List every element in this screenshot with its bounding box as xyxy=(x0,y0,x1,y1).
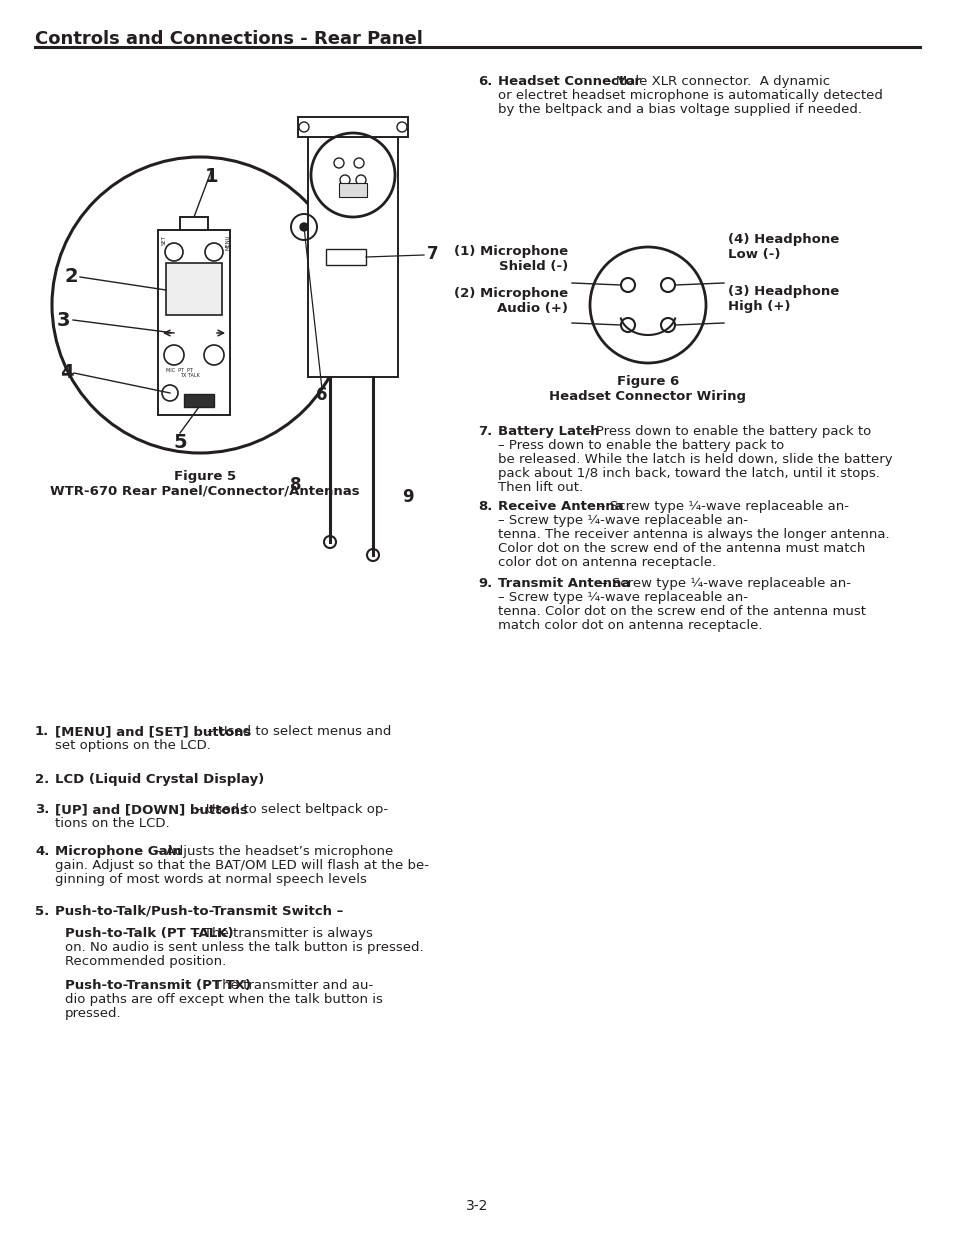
Text: LCD (Liquid Crystal Display): LCD (Liquid Crystal Display) xyxy=(55,773,264,785)
Text: Microphone Gain: Microphone Gain xyxy=(55,845,181,858)
Text: tions on the LCD.: tions on the LCD. xyxy=(55,818,170,830)
FancyBboxPatch shape xyxy=(297,117,408,137)
Text: or electret headset microphone is automatically detected: or electret headset microphone is automa… xyxy=(497,89,882,103)
Text: 6.: 6. xyxy=(477,75,492,88)
Text: 3.: 3. xyxy=(35,803,50,816)
Text: 6: 6 xyxy=(315,387,328,404)
Text: 5: 5 xyxy=(173,433,187,452)
Text: gain. Adjust so that the BAT/OM LED will flash at the be-: gain. Adjust so that the BAT/OM LED will… xyxy=(55,860,429,872)
Text: 4.: 4. xyxy=(35,845,50,858)
Text: tenna. The receiver antenna is always the longer antenna.: tenna. The receiver antenna is always th… xyxy=(497,529,889,541)
Text: (2) Microphone
Audio (+): (2) Microphone Audio (+) xyxy=(454,287,567,315)
Text: pack about 1/8 inch back, toward the latch, until it stops.: pack about 1/8 inch back, toward the lat… xyxy=(497,467,879,480)
Text: [MENU] and [SET] buttons: [MENU] and [SET] buttons xyxy=(55,725,251,739)
Text: – The transmitter is always: – The transmitter is always xyxy=(193,927,373,940)
Text: (4) Headphone
Low (-): (4) Headphone Low (-) xyxy=(727,233,839,261)
Text: Headset Connector Wiring: Headset Connector Wiring xyxy=(549,390,745,403)
Text: – Screw type ¼-wave replaceable an-: – Screw type ¼-wave replaceable an- xyxy=(497,592,747,604)
Text: Transmit Antenna: Transmit Antenna xyxy=(497,577,630,590)
Text: on. No audio is sent unless the talk button is pressed.: on. No audio is sent unless the talk but… xyxy=(65,941,423,953)
Text: – Screw type ¼-wave replaceable an-: – Screw type ¼-wave replaceable an- xyxy=(598,500,848,513)
Text: Headset Connector: Headset Connector xyxy=(497,75,640,88)
Text: Battery Latch: Battery Latch xyxy=(497,425,598,438)
Text: Then lift out.: Then lift out. xyxy=(497,480,582,494)
Text: by the beltpack and a bias voltage supplied if needed.: by the beltpack and a bias voltage suppl… xyxy=(497,103,862,116)
Text: 8.: 8. xyxy=(477,500,492,513)
Text: Receive Antenna: Receive Antenna xyxy=(497,500,623,513)
Text: – Screw type ¼-wave replaceable an-: – Screw type ¼-wave replaceable an- xyxy=(600,577,850,590)
Text: 3: 3 xyxy=(57,310,71,330)
Text: 2: 2 xyxy=(64,268,77,287)
Text: pressed.: pressed. xyxy=(65,1007,121,1020)
Circle shape xyxy=(299,224,308,231)
Text: Controls and Connections - Rear Panel: Controls and Connections - Rear Panel xyxy=(35,30,422,48)
Text: ginning of most words at normal speech levels: ginning of most words at normal speech l… xyxy=(55,873,367,885)
FancyBboxPatch shape xyxy=(184,394,213,408)
Text: tenna. Color dot on the screw end of the antenna must: tenna. Color dot on the screw end of the… xyxy=(497,605,865,618)
Text: 2.: 2. xyxy=(35,773,50,785)
Text: be released. While the latch is held down, slide the battery: be released. While the latch is held dow… xyxy=(497,453,892,466)
FancyBboxPatch shape xyxy=(326,249,366,266)
Text: 8: 8 xyxy=(290,475,301,494)
Text: Push-to-Talk/Push-to-Transmit Switch –: Push-to-Talk/Push-to-Transmit Switch – xyxy=(55,905,343,918)
Text: dio paths are off except when the talk button is: dio paths are off except when the talk b… xyxy=(65,993,382,1007)
Text: Push-to-Talk (PT TALK): Push-to-Talk (PT TALK) xyxy=(65,927,233,940)
Text: TX TALK: TX TALK xyxy=(180,373,200,378)
Text: – Adjusts the headset’s microphone: – Adjusts the headset’s microphone xyxy=(154,845,393,858)
Text: 1.: 1. xyxy=(35,725,50,739)
Text: – Male XLR connector.  A dynamic: – Male XLR connector. A dynamic xyxy=(604,75,829,88)
Text: 9: 9 xyxy=(402,488,414,506)
Text: [UP] and [DOWN] buttons: [UP] and [DOWN] buttons xyxy=(55,803,248,816)
FancyBboxPatch shape xyxy=(338,183,367,198)
Text: – Press down to enable the battery pack to: – Press down to enable the battery pack … xyxy=(497,438,783,452)
Text: 5.: 5. xyxy=(35,905,50,918)
Text: 7: 7 xyxy=(427,245,438,263)
Text: 4: 4 xyxy=(60,363,73,383)
FancyBboxPatch shape xyxy=(308,137,397,377)
Text: color dot on antenna receptacle.: color dot on antenna receptacle. xyxy=(497,556,716,569)
Text: 3-2: 3-2 xyxy=(465,1199,488,1213)
Text: MENU: MENU xyxy=(226,235,231,251)
Text: 9.: 9. xyxy=(477,577,492,590)
Text: – Screw type ¼-wave replaceable an-: – Screw type ¼-wave replaceable an- xyxy=(497,514,747,527)
Text: match color dot on antenna receptacle.: match color dot on antenna receptacle. xyxy=(497,619,761,632)
Text: Recommended position.: Recommended position. xyxy=(65,955,226,968)
Text: – Used to select menus and: – Used to select menus and xyxy=(207,725,391,739)
Text: Push-to-Transmit (PT TX): Push-to-Transmit (PT TX) xyxy=(65,979,251,992)
FancyBboxPatch shape xyxy=(166,263,222,315)
Text: Color dot on the screw end of the antenna must match: Color dot on the screw end of the antenn… xyxy=(497,542,864,555)
Text: set options on the LCD.: set options on the LCD. xyxy=(55,739,211,752)
Text: Figure 6: Figure 6 xyxy=(617,375,679,388)
Text: MIC  PT  PT: MIC PT PT xyxy=(166,368,193,373)
Text: Figure 5: Figure 5 xyxy=(173,471,235,483)
Text: WTR-670 Rear Panel/Connector/Antennas: WTR-670 Rear Panel/Connector/Antennas xyxy=(51,485,359,498)
FancyBboxPatch shape xyxy=(158,230,230,415)
Text: – Press down to enable the battery pack to: – Press down to enable the battery pack … xyxy=(584,425,870,438)
Text: 7.: 7. xyxy=(477,425,492,438)
FancyBboxPatch shape xyxy=(180,217,208,230)
Text: 1: 1 xyxy=(205,167,218,186)
Text: (3) Headphone
High (+): (3) Headphone High (+) xyxy=(727,285,839,312)
Text: (1) Microphone
Shield (-): (1) Microphone Shield (-) xyxy=(454,245,567,273)
Text: – Used to select beltpack op-: – Used to select beltpack op- xyxy=(194,803,388,816)
Text: SET: SET xyxy=(162,235,167,245)
Text: - The transmitter and au-: - The transmitter and au- xyxy=(205,979,373,992)
